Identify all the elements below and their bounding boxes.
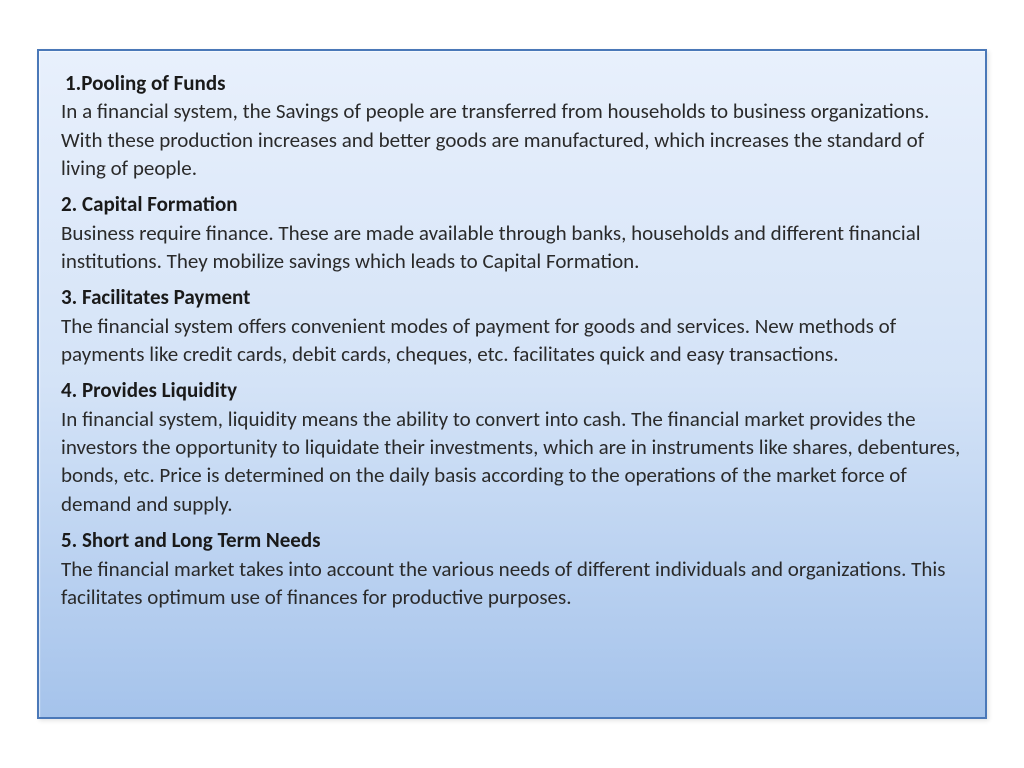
section-pooling-of-funds: 1.Pooling of Funds In a financial system…	[61, 69, 963, 182]
slide-content-box: 1.Pooling of Funds In a financial system…	[37, 49, 987, 719]
section-body: The financial market takes into account …	[61, 556, 945, 610]
section-provides-liquidity: 4. Provides Liquidity In financial syste…	[61, 376, 963, 518]
section-short-long-term-needs: 5. Short and Long Term Needs The financi…	[61, 526, 963, 611]
section-heading: 3. Facilitates Payment	[61, 284, 250, 310]
section-capital-formation: 2. Capital Formation Business require fi…	[61, 190, 963, 275]
section-heading: 1.Pooling of Funds	[61, 70, 225, 96]
section-heading: 4. Provides Liquidity	[61, 377, 237, 403]
section-facilitates-payment: 3. Facilitates Payment The financial sys…	[61, 283, 963, 368]
section-body: In a financial system, the Savings of pe…	[61, 98, 929, 181]
section-body: Business require finance. These are made…	[61, 220, 921, 274]
section-heading: 2. Capital Formation	[61, 191, 238, 217]
section-heading: 5. Short and Long Term Needs	[61, 527, 321, 553]
section-body: In financial system, liquidity means the…	[61, 406, 960, 517]
section-body: The financial system offers convenient m…	[61, 313, 896, 367]
